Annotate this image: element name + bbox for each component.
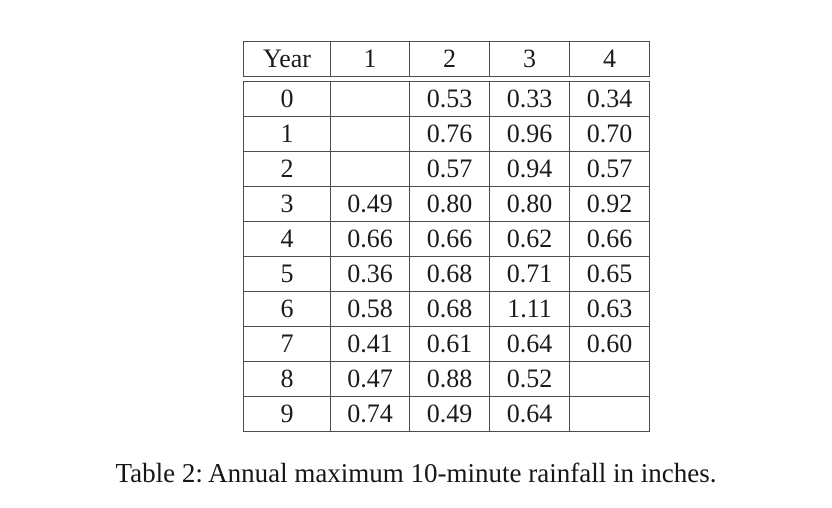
table-cell: 0.49 [330,186,410,222]
table-row: 6 0.58 0.68 1.11 0.63 [243,291,650,327]
row-header-cell: 0 [243,81,331,117]
column-header-1: 1 [330,41,410,77]
table-cell: 1.11 [489,291,570,327]
row-header-cell: 2 [243,151,331,187]
table-row: 5 0.36 0.68 0.71 0.65 [243,256,650,292]
table-cell: 0.65 [569,256,650,292]
table-caption: Table 2: Annual maximum 10-minute rainfa… [115,458,717,488]
column-header-year: Year [243,41,331,77]
table-row: 1 0.76 0.96 0.70 [243,116,650,152]
table-cell [330,116,410,152]
table-cell: 0.57 [409,151,490,187]
table-cell: 0.33 [489,81,570,117]
table-cell: 0.64 [489,396,570,432]
table-cell: 0.60 [569,326,650,362]
rainfall-table-body: 0 0.53 0.33 0.34 1 0.76 0.96 0.70 2 0.57… [243,81,650,432]
table-row: 2 0.57 0.94 0.57 [243,151,650,187]
rainfall-table-header: Year 1 2 3 4 [243,41,650,77]
table-cell: 0.57 [569,151,650,187]
table-cell: 0.62 [489,221,570,257]
row-header-cell: 4 [243,221,331,257]
table-cell: 0.96 [489,116,570,152]
table-cell: 0.47 [330,361,410,397]
table-cell: 0.66 [569,221,650,257]
header-row: Year 1 2 3 4 [243,41,650,77]
table-cell: 0.94 [489,151,570,187]
rainfall-table: Year 1 2 3 4 0 0.53 0.33 0.34 1 0.76 [243,41,650,432]
row-header-cell: 1 [243,116,331,152]
column-header-4: 4 [569,41,650,77]
table-cell: 0.88 [409,361,490,397]
table-cell: 0.92 [569,186,650,222]
table-row: 0 0.53 0.33 0.34 [243,81,650,117]
table-row: 9 0.74 0.49 0.64 [243,396,650,432]
table-cell: 0.71 [489,256,570,292]
row-header-cell: 5 [243,256,331,292]
table-cell: 0.64 [489,326,570,362]
row-header-cell: 6 [243,291,331,327]
table-row: 3 0.49 0.80 0.80 0.92 [243,186,650,222]
row-header-cell: 9 [243,396,331,432]
table-cell: 0.53 [409,81,490,117]
table-cell: 0.63 [569,291,650,327]
column-header-3: 3 [489,41,570,77]
table-cell: 0.58 [330,291,410,327]
table-cell: 0.68 [409,291,490,327]
table-cell: 0.80 [489,186,570,222]
table-cell [330,151,410,187]
table-cell: 0.36 [330,256,410,292]
table-cell: 0.66 [409,221,490,257]
row-header-cell: 8 [243,361,331,397]
table-cell [330,81,410,117]
table-cell: 0.70 [569,116,650,152]
table-row: 7 0.41 0.61 0.64 0.60 [243,326,650,362]
table-row: 4 0.66 0.66 0.62 0.66 [243,221,650,257]
table-row: 8 0.47 0.88 0.52 [243,361,650,397]
table-cell: 0.80 [409,186,490,222]
column-header-2: 2 [409,41,490,77]
table-cell: 0.52 [489,361,570,397]
table-cell: 0.68 [409,256,490,292]
table-cell [569,396,650,432]
table-cell: 0.74 [330,396,410,432]
row-header-cell: 3 [243,186,331,222]
table-cell: 0.66 [330,221,410,257]
row-header-cell: 7 [243,326,331,362]
table-cell: 0.49 [409,396,490,432]
table-cell: 0.61 [409,326,490,362]
table-cell [569,361,650,397]
table-cell: 0.34 [569,81,650,117]
table-cell: 0.76 [409,116,490,152]
table-cell: 0.41 [330,326,410,362]
